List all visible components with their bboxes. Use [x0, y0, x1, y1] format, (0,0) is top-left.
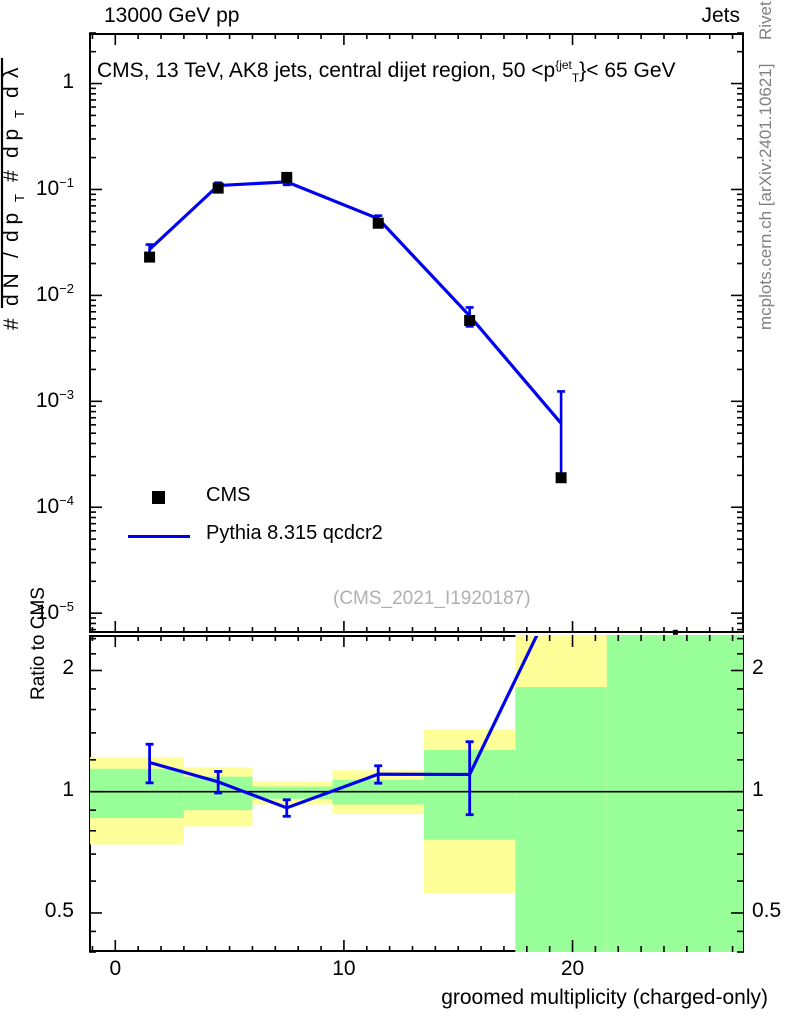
y-axis-tick-label: 10−5 — [35, 599, 74, 625]
x-axis-tick-label: 0 — [109, 957, 122, 980]
ratio-y-tick-label: 1 — [752, 777, 764, 801]
plot-title: CMS, 13 TeV, AK8 jets, central dijet reg… — [97, 58, 676, 85]
y-axis-tick-label: 1 — [62, 69, 74, 93]
plot-title-main: CMS, 13 TeV, AK8 jets, central dijet reg… — [97, 59, 556, 82]
square-marker-icon — [152, 491, 165, 504]
plot-title-tail: }< 65 GeV — [579, 59, 676, 82]
beam-energy-label: 13000 GeV pp — [104, 4, 240, 27]
legend-line-key — [128, 525, 200, 545]
legend-label: Pythia 8.315 qcdcr2 — [206, 522, 383, 544]
y-axis-tick-label: 10−1 — [35, 175, 74, 201]
x-axis-tick-label: 10 — [332, 957, 356, 980]
line-swatch-icon — [128, 535, 190, 538]
ratio-y-tick-label: 0.5 — [752, 898, 782, 922]
ratio-y-tick-label: 2 — [752, 656, 764, 680]
y-axis-tick-label: 10−4 — [35, 493, 74, 519]
legend-label: CMS — [206, 484, 251, 506]
ratio-y-tick-label: 0.5 — [44, 898, 74, 922]
plot-title-subscript: T — [571, 71, 580, 86]
y-axis-tick-label: 10−3 — [35, 387, 74, 413]
analysis-category-label: Jets — [701, 4, 740, 27]
ratio-plot-panel — [89, 635, 744, 952]
y-axis-tick-labels-ratio-right: 2 1 0.5 — [748, 635, 786, 952]
y-axis-tick-labels-main: 1 10−1 10−2 10−3 10−4 10−5 — [0, 33, 84, 633]
y-axis-tick-labels-ratio-left: 2 1 0.5 — [0, 635, 84, 952]
ratio-y-tick-label: 1 — [62, 777, 74, 801]
analysis-id-watermark: (CMS_2021_I1920187) — [333, 588, 531, 609]
ratio-y-tick-label: 2 — [62, 656, 74, 680]
plot-title-superscript: {jet — [555, 58, 572, 72]
x-axis-tick-label: 20 — [560, 957, 585, 980]
legend-marker-key — [128, 487, 200, 507]
x-axis-label: groomed multiplicity (charged-only) — [441, 986, 768, 1009]
y-axis-tick-label: 10−2 — [35, 281, 74, 307]
